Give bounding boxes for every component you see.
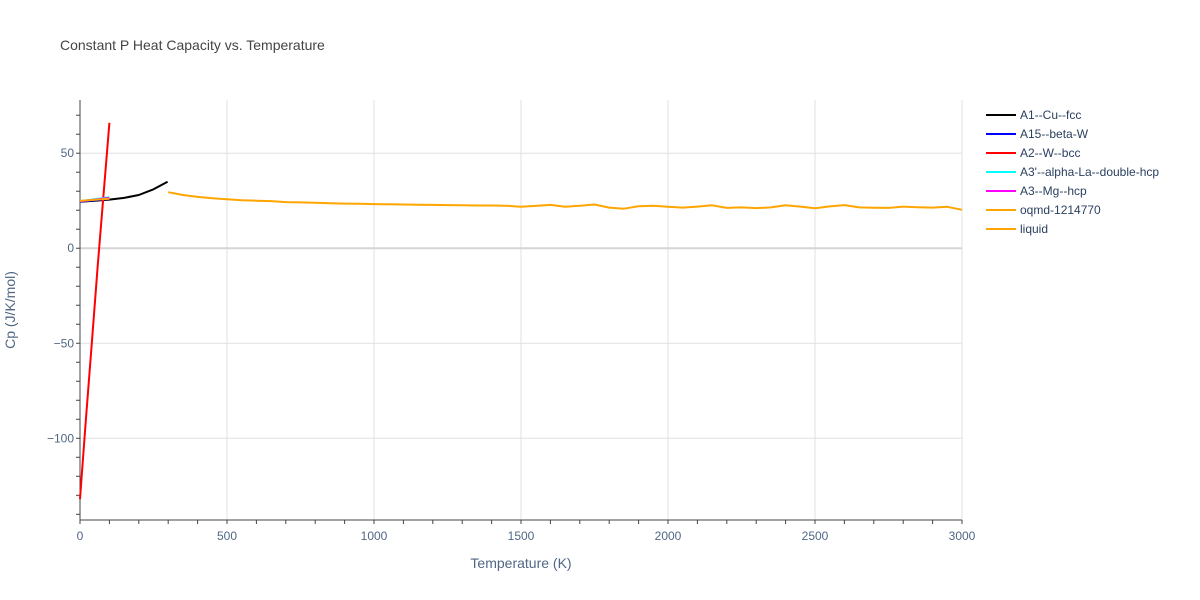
legend-item[interactable]: A15--beta-W [986, 127, 1089, 141]
x-tick-label: 500 [217, 529, 237, 543]
legend-item[interactable]: oqmd-1214770 [986, 203, 1101, 217]
y-tick-label: −100 [47, 431, 74, 445]
legend-label: oqmd-1214770 [1020, 203, 1101, 217]
y-tick-label: −50 [54, 336, 75, 350]
chart-title: Constant P Heat Capacity vs. Temperature [60, 37, 325, 53]
axes: 0 500 1000 1500 2000 2500 3000 −100 −50 0 50 [47, 100, 976, 543]
x-tick-label: 2500 [802, 529, 829, 543]
grid [80, 100, 963, 520]
legend-item[interactable]: A2--W--bcc [986, 146, 1080, 160]
x-tick-label: 0 [77, 529, 84, 543]
legend-item[interactable]: A3'--alpha-La--double-hcp [986, 165, 1159, 179]
y-tick-label: 0 [67, 241, 74, 255]
series-line [79, 122, 111, 500]
x-tick-label: 3000 [949, 529, 976, 543]
y-axis-title: Cp (J/K/mol) [2, 271, 18, 349]
x-tick-label: 1000 [361, 529, 388, 543]
legend-label: liquid [1020, 222, 1048, 236]
y-tick-label: 50 [61, 146, 75, 160]
series-line [168, 191, 963, 211]
legend-label: A15--beta-W [1020, 127, 1089, 141]
series-line [79, 197, 110, 202]
legend[interactable]: A1--Cu--fcc A15--beta-W A2--W--bcc A3'--alp… [986, 108, 1159, 236]
legend-label: A1--Cu--fcc [1020, 108, 1081, 122]
plot-area [79, 122, 963, 500]
legend-label: A3--Mg--hcp [1020, 184, 1087, 198]
legend-item[interactable]: A1--Cu--fcc [986, 108, 1081, 122]
legend-label: A3'--alpha-La--double-hcp [1020, 165, 1159, 179]
x-tick-label: 1500 [508, 529, 535, 543]
legend-item[interactable]: liquid [986, 222, 1048, 236]
x-tick-label: 2000 [655, 529, 682, 543]
legend-item[interactable]: A3--Mg--hcp [986, 184, 1087, 198]
legend-label: A2--W--bcc [1020, 146, 1080, 160]
x-axis-title: Temperature (K) [470, 555, 571, 571]
